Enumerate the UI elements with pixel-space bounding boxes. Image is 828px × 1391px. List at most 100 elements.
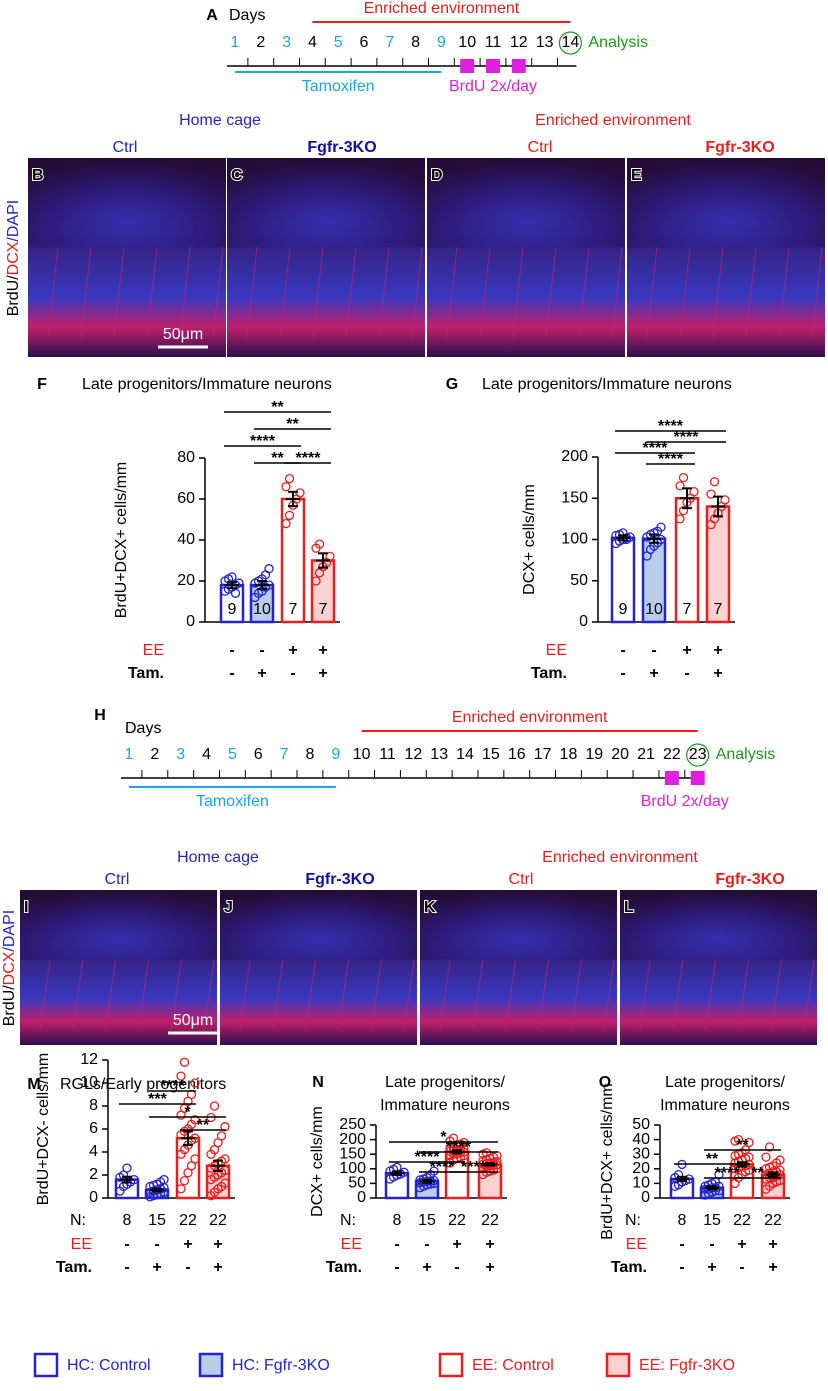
legend-label: EE: Fgfr-3KO bbox=[639, 1357, 735, 1374]
row-sign: + bbox=[318, 642, 327, 659]
significance-label: **** bbox=[250, 433, 276, 450]
significance-label: **** bbox=[446, 1139, 472, 1156]
data-point bbox=[761, 1152, 771, 1162]
significance-label: *** bbox=[148, 1091, 167, 1108]
neurite bbox=[479, 247, 491, 338]
micrograph-overlay bbox=[427, 158, 625, 248]
error-bar bbox=[705, 1185, 719, 1191]
y-tick-label: 8 bbox=[89, 1097, 98, 1114]
micrograph-overlay bbox=[620, 890, 817, 960]
data-point bbox=[227, 572, 237, 582]
day-label: 11 bbox=[485, 34, 502, 51]
day-label: 12 bbox=[510, 34, 528, 51]
chart-title: Immature neurons bbox=[380, 1097, 510, 1114]
neurite bbox=[811, 247, 823, 338]
row-sign: - bbox=[679, 1236, 684, 1253]
neurite bbox=[646, 247, 658, 338]
neurite bbox=[72, 959, 84, 1030]
n-value: 8 bbox=[393, 1212, 402, 1229]
n-value: 7 bbox=[289, 601, 298, 618]
n-value: 15 bbox=[148, 1212, 166, 1229]
neurite bbox=[578, 247, 590, 338]
neurite bbox=[338, 959, 349, 1030]
neurite bbox=[603, 959, 615, 1030]
neurite bbox=[39, 959, 51, 1030]
data-point bbox=[209, 1101, 220, 1111]
stain-part: DCX bbox=[5, 241, 22, 275]
neurite bbox=[246, 247, 258, 338]
y-tick-label: 40 bbox=[177, 531, 195, 548]
error-bar bbox=[120, 1175, 134, 1184]
error-bar bbox=[286, 490, 300, 508]
n-value: 7 bbox=[683, 601, 692, 618]
day-label: 9 bbox=[331, 746, 340, 763]
row-sign: + bbox=[257, 665, 266, 682]
panel-letter: H bbox=[94, 707, 106, 724]
day-label: 18 bbox=[560, 746, 578, 763]
panel-letter: K bbox=[424, 899, 436, 916]
neurite bbox=[203, 959, 215, 1030]
row-label: EE bbox=[71, 1236, 92, 1253]
row-label: Tam. bbox=[611, 1259, 647, 1276]
n-value: 22 bbox=[209, 1212, 227, 1229]
neurite bbox=[138, 959, 149, 1030]
legend-label: EE: Control bbox=[472, 1357, 554, 1374]
row-sign: - bbox=[684, 665, 689, 682]
significance-label: **** bbox=[296, 450, 322, 467]
row-label: Tam. bbox=[56, 1259, 92, 1276]
row-sign: - bbox=[739, 1259, 744, 1276]
n-value: 22 bbox=[448, 1212, 466, 1229]
day-label: 9 bbox=[437, 34, 446, 51]
n-value: 15 bbox=[418, 1212, 436, 1229]
day-label: 20 bbox=[611, 746, 629, 763]
chart-title: Late progenitors/ bbox=[385, 1074, 506, 1091]
significance-label: ** bbox=[271, 399, 284, 416]
data-point bbox=[234, 578, 244, 588]
row-sign: - bbox=[185, 1259, 190, 1276]
panel-letter: C bbox=[231, 167, 243, 184]
column-label: Ctrl bbox=[528, 139, 553, 156]
data-point bbox=[122, 1163, 132, 1173]
row-label: EE bbox=[546, 642, 567, 659]
tamoxifen-label: Tamoxifen bbox=[196, 793, 269, 810]
brdu-label: BrdU 2x/day bbox=[641, 793, 729, 810]
error-bar bbox=[675, 1175, 689, 1183]
y-tick-label: 4 bbox=[89, 1143, 98, 1160]
column-label: Fgfr-3KO bbox=[307, 139, 376, 156]
micrograph-overlay bbox=[227, 158, 425, 248]
neurite bbox=[47, 247, 59, 338]
neurite bbox=[472, 959, 484, 1030]
micrograph-overlay bbox=[220, 890, 417, 960]
data-point bbox=[314, 539, 325, 549]
y-tick-label: 0 bbox=[89, 1189, 98, 1206]
neurite bbox=[639, 959, 651, 1030]
y-tick-label: 50 bbox=[348, 1175, 366, 1192]
significance-label: **** bbox=[674, 429, 700, 446]
n-value: 9 bbox=[619, 601, 628, 618]
row-sign: + bbox=[713, 665, 722, 682]
data-point bbox=[230, 588, 241, 598]
row-sign: + bbox=[485, 1236, 494, 1253]
significance-label: **** bbox=[461, 1159, 487, 1176]
legend-label: HC: Fgfr-3KO bbox=[232, 1357, 330, 1374]
y-tick-label: 30 bbox=[632, 1145, 650, 1162]
y-axis-label: DCX+ cells/mm bbox=[309, 1106, 326, 1217]
significance-label: * bbox=[184, 1104, 191, 1121]
y-tick-label: 200 bbox=[339, 1131, 366, 1148]
significance-label: **** bbox=[643, 440, 669, 457]
y-tick-label: 20 bbox=[632, 1160, 650, 1177]
data-point bbox=[706, 489, 716, 499]
panel-letter: L bbox=[624, 899, 634, 916]
data-point bbox=[281, 482, 291, 492]
significance-label: ** bbox=[286, 416, 299, 433]
micrograph-overlay bbox=[28, 158, 226, 248]
error-bar bbox=[181, 1130, 195, 1147]
data-point bbox=[656, 522, 666, 532]
micrograph-overlay bbox=[627, 158, 825, 248]
neurite bbox=[545, 247, 557, 338]
neurite bbox=[272, 959, 284, 1030]
significance-label: ** bbox=[736, 1137, 749, 1154]
day-label: 5 bbox=[334, 34, 343, 51]
significance-label: ** bbox=[271, 450, 284, 467]
